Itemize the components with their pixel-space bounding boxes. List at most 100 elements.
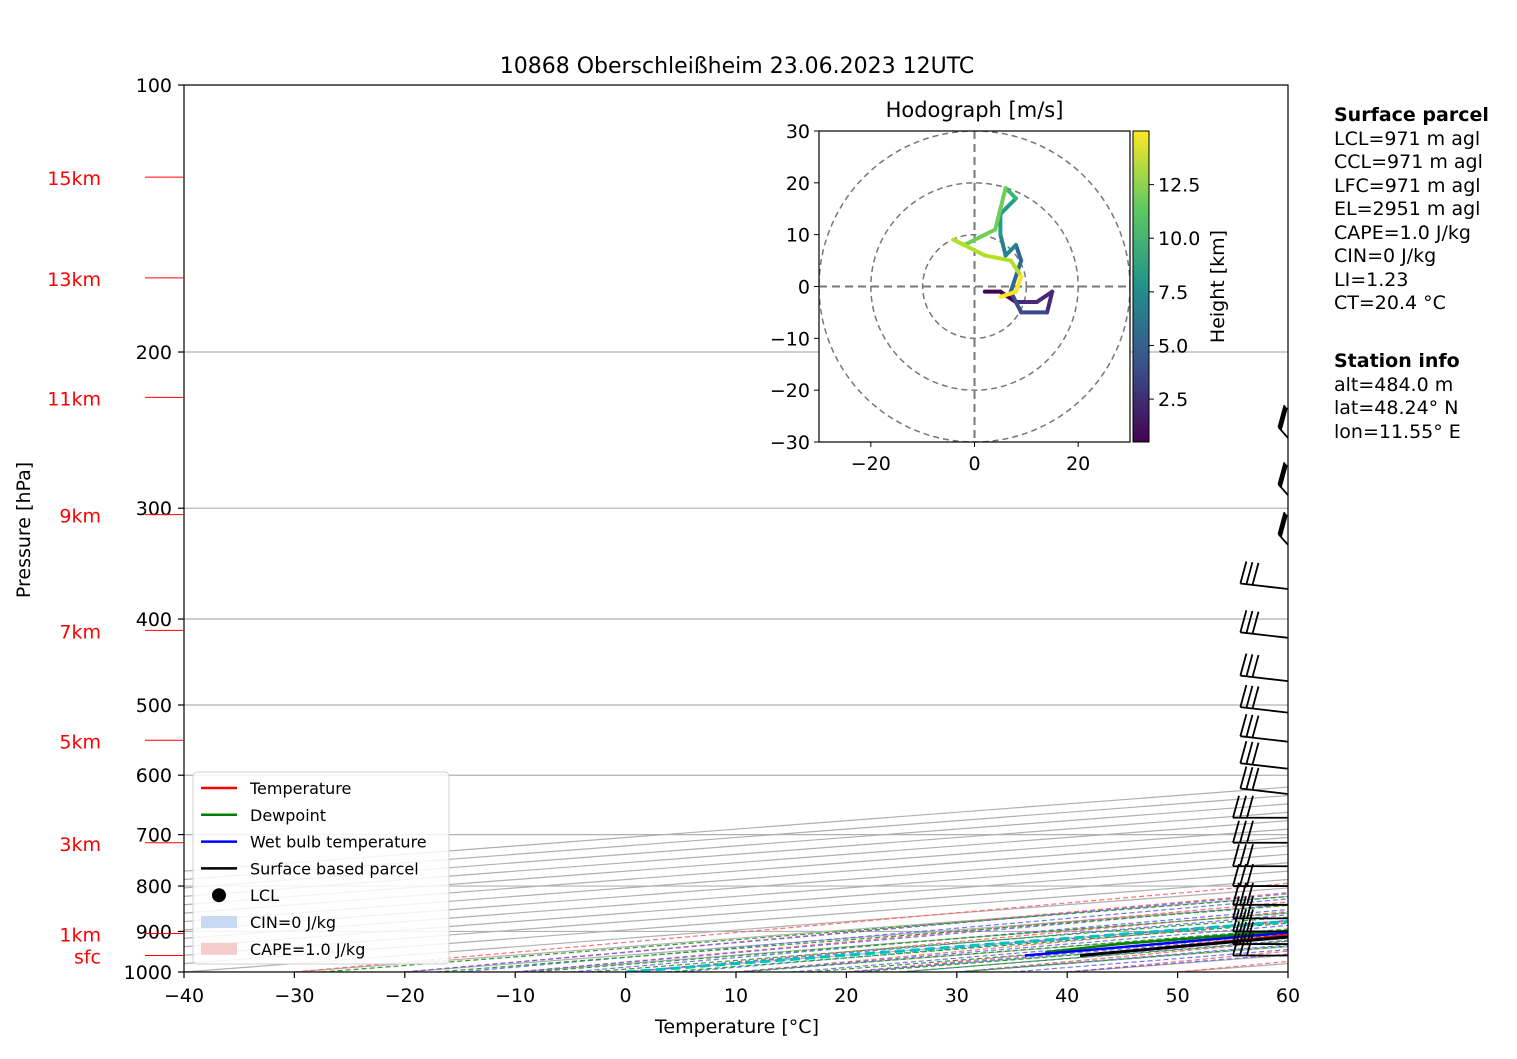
y-tick-label: 400	[136, 609, 172, 631]
x-tick-label: 40	[1055, 985, 1079, 1007]
wind-barb-flag	[1246, 795, 1254, 818]
wind-barb-flag	[1251, 654, 1260, 678]
surface-parcel-line: LI=1.23	[1334, 268, 1409, 291]
y-tick-label: 600	[136, 765, 172, 787]
hodograph-segment	[1013, 274, 1024, 294]
wind-barb-flag	[1296, 280, 1302, 302]
wind-barb-flag	[1245, 714, 1254, 738]
hodograph-segment	[962, 227, 998, 248]
isotherm	[184, 786, 1288, 872]
hodograph-segment	[951, 237, 987, 258]
wind-barb-flag	[1232, 844, 1240, 867]
wind-barb-flag	[1239, 610, 1248, 633]
wind-barb-flag	[1298, 279, 1304, 301]
wind-barb-flag	[1277, 511, 1286, 535]
wind-barb-flag	[1280, 407, 1288, 431]
hodograph-y-tick-label: 0	[798, 277, 810, 299]
height-label: 7km	[59, 621, 101, 643]
hodograph-y-tick-label: 30	[786, 121, 810, 143]
wind-barb-flag	[1278, 513, 1287, 536]
station-info-line: lon=11.55° E	[1334, 420, 1461, 443]
hodograph-segment	[998, 289, 1018, 299]
colorbar-label: Height [km]	[1207, 230, 1229, 343]
height-label: 5km	[59, 731, 101, 753]
legend-swatch	[201, 916, 237, 928]
moist-adiabat	[459, 898, 1288, 972]
x-tick-label: 0	[620, 985, 632, 1007]
legend-swatch	[201, 942, 237, 955]
hodograph-segment	[1008, 289, 1024, 315]
wind-barb-flag	[1239, 863, 1247, 887]
y-tick-label: 1000	[124, 962, 172, 984]
wind-barb-flag	[1296, 210, 1302, 232]
surface-parcel-line: LFC=971 m agl	[1334, 174, 1481, 197]
height-label: 11km	[47, 388, 101, 410]
hodograph-segment	[1008, 258, 1024, 279]
hodograph-y-tick-label: −10	[770, 328, 810, 350]
hodograph-segment	[998, 196, 1018, 216]
wind-barb-flag	[1295, 359, 1301, 381]
hodograph-x-tick-label: 20	[1066, 453, 1090, 475]
hodograph-ring	[870, 182, 1079, 391]
wind-barb-flag	[1298, 208, 1304, 230]
wind-barb-flag	[1245, 561, 1254, 585]
wind-barb-flag	[1246, 921, 1254, 945]
x-axis-label: Temperature [°C]	[654, 1016, 819, 1038]
moist-adiabat	[515, 903, 1288, 972]
wind-barb-flag	[1246, 896, 1254, 919]
hodograph-segment	[1013, 243, 1024, 263]
mixing-ratio-line	[589, 916, 1288, 972]
mixing-ratio-line	[741, 928, 1288, 972]
wind-barb-flag	[1280, 464, 1288, 488]
isotherm	[184, 811, 1288, 897]
hodograph: Hodograph [m/s] −20 0 20 −30 −20 −10 0 10 20 30 2.5…	[770, 98, 1229, 475]
wind-barb	[1287, 387, 1288, 389]
y-tick-label: 500	[136, 695, 172, 717]
wind-barb	[1277, 426, 1288, 439]
station-info-line: lat=48.24° N	[1334, 397, 1459, 419]
hodograph-ring	[921, 233, 1028, 340]
wind-barb-flag	[1296, 357, 1302, 379]
wind-barb-flag	[1298, 138, 1304, 160]
x-tick-label: −30	[274, 985, 314, 1007]
legend-box	[192, 771, 450, 965]
x-tick-label: −40	[164, 985, 204, 1007]
wind-barb-flag	[1239, 820, 1247, 844]
wind-barb-flag	[1239, 684, 1248, 708]
y-tick-label: 800	[136, 876, 172, 898]
wind-barb-flag	[1239, 844, 1247, 867]
y-tick-label: 200	[136, 342, 172, 364]
height-label: 13km	[47, 269, 101, 291]
wind-barb-flag	[1251, 715, 1260, 738]
wind-barb	[1240, 762, 1288, 770]
wind-barb	[1240, 674, 1288, 683]
wind-barb-flag	[1295, 281, 1301, 303]
wind-barb	[1287, 310, 1288, 312]
wind-barb-flag	[1280, 514, 1288, 538]
hodograph-segment	[993, 186, 1008, 232]
wind-barb-flag	[1239, 766, 1248, 789]
hodograph-segment	[1003, 243, 1018, 258]
legend-label: CIN=0 J/kg	[250, 913, 336, 932]
cape-area	[1501, 843, 1517, 916]
wind-barb-flag	[1239, 921, 1247, 945]
station-info-heading: Station info	[1334, 350, 1460, 372]
y-tick-label: 700	[136, 825, 172, 847]
hodograph-title: Hodograph [m/s]	[886, 98, 1064, 122]
hodograph-x-tick-label: 0	[968, 453, 980, 475]
surface-parcel-line: CCL=971 m agl	[1334, 151, 1483, 173]
station-info-panel: Station info alt=484.0 m lat=48.24° N lo…	[1334, 350, 1461, 444]
wind-barb-flag	[1295, 211, 1301, 233]
y-axis-label: Pressure [hPa]	[13, 462, 35, 598]
wind-barb-flag	[1246, 909, 1254, 932]
legend-swatch	[212, 888, 226, 903]
wind-barb-flag	[1239, 909, 1247, 932]
surface-parcel-line: CIN=0 J/kg	[1334, 245, 1437, 267]
wind-barb-flag	[1245, 610, 1254, 634]
wind-barb-flag	[1239, 561, 1248, 584]
wind-barb-flag	[1239, 713, 1248, 737]
wind-barb	[1240, 787, 1288, 795]
wind-barb	[1277, 483, 1288, 496]
wind-barb-flag	[1246, 863, 1254, 887]
